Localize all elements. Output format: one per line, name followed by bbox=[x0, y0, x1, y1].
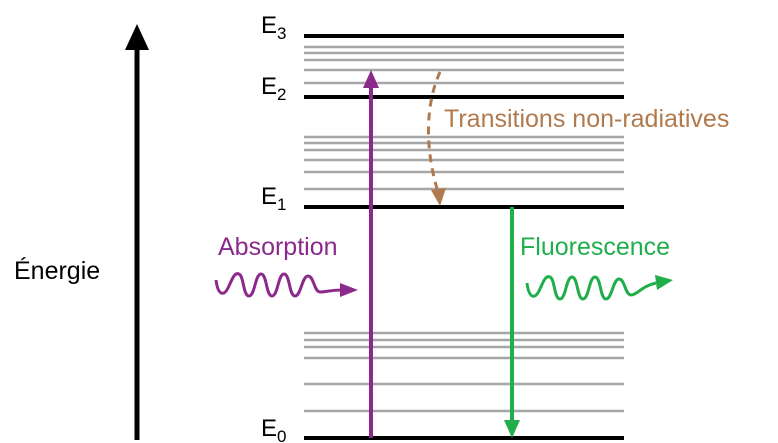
energy-axis-arrowhead bbox=[125, 24, 149, 50]
energy-axis-label: Énergie bbox=[14, 256, 100, 285]
nonradiative-label: Transitions non-radiatives bbox=[444, 105, 729, 133]
level-e2-label: E2 bbox=[261, 73, 286, 104]
sublevels-e2-e3 bbox=[304, 45, 624, 85]
level-e1-label: E1 bbox=[261, 183, 286, 214]
absorption-photon-wave-icon bbox=[214, 272, 358, 298]
level-e3-label: E3 bbox=[261, 12, 286, 43]
absorption-label: Absorption bbox=[218, 233, 338, 261]
fluorescence-photon-wave-icon bbox=[525, 275, 673, 301]
nonradiative-arrow bbox=[427, 71, 446, 206]
fluorescence-arrow bbox=[504, 207, 520, 438]
fluorescence-label: Fluorescence bbox=[520, 233, 670, 261]
absorption-arrow bbox=[363, 70, 379, 438]
level-e0-label: E0 bbox=[261, 415, 286, 443]
sublevels-e0-e1 bbox=[304, 331, 624, 413]
sublevels-e1-e2 bbox=[304, 135, 624, 191]
